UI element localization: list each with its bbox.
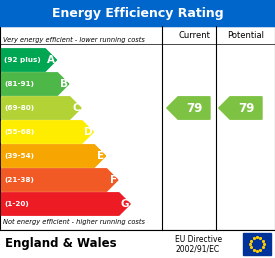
Text: G: G [121, 199, 129, 209]
Text: 2002/91/EC: 2002/91/EC [175, 245, 219, 254]
Polygon shape [1, 121, 93, 143]
Polygon shape [1, 97, 81, 119]
Bar [0, 230, 275, 258]
Polygon shape [167, 97, 210, 119]
Text: (55-68): (55-68) [4, 129, 35, 135]
Text: (39-54): (39-54) [4, 153, 34, 159]
Text: EU Directive: EU Directive [175, 235, 222, 244]
Text: (21-38): (21-38) [4, 177, 34, 183]
Text: 79: 79 [238, 101, 254, 115]
Polygon shape [1, 193, 130, 215]
Text: Potential: Potential [227, 30, 265, 39]
Text: Energy Efficiency Rating: Energy Efficiency Rating [52, 6, 223, 20]
Text: F: F [110, 175, 117, 185]
Text: E: E [97, 151, 104, 161]
Text: (81-91): (81-91) [4, 81, 34, 87]
Text: England & Wales: England & Wales [5, 238, 117, 251]
Bar [0, 26, 275, 230]
Text: 79: 79 [186, 101, 202, 115]
Text: (69-80): (69-80) [4, 105, 35, 111]
Text: Current: Current [178, 30, 210, 39]
Polygon shape [1, 73, 69, 95]
Text: (1-20): (1-20) [4, 201, 29, 207]
Text: Very energy efficient - lower running costs: Very energy efficient - lower running co… [3, 37, 145, 43]
Text: B: B [60, 79, 68, 89]
Text: A: A [48, 55, 56, 65]
Bar [243, 233, 271, 255]
Text: Not energy efficient - higher running costs: Not energy efficient - higher running co… [3, 219, 145, 225]
Polygon shape [1, 169, 118, 191]
Text: D: D [84, 127, 92, 137]
Bar [0, 0, 275, 26]
Polygon shape [1, 145, 106, 167]
Text: C: C [72, 103, 80, 113]
Polygon shape [219, 97, 262, 119]
Text: (92 plus): (92 plus) [4, 57, 41, 63]
Polygon shape [1, 49, 56, 71]
